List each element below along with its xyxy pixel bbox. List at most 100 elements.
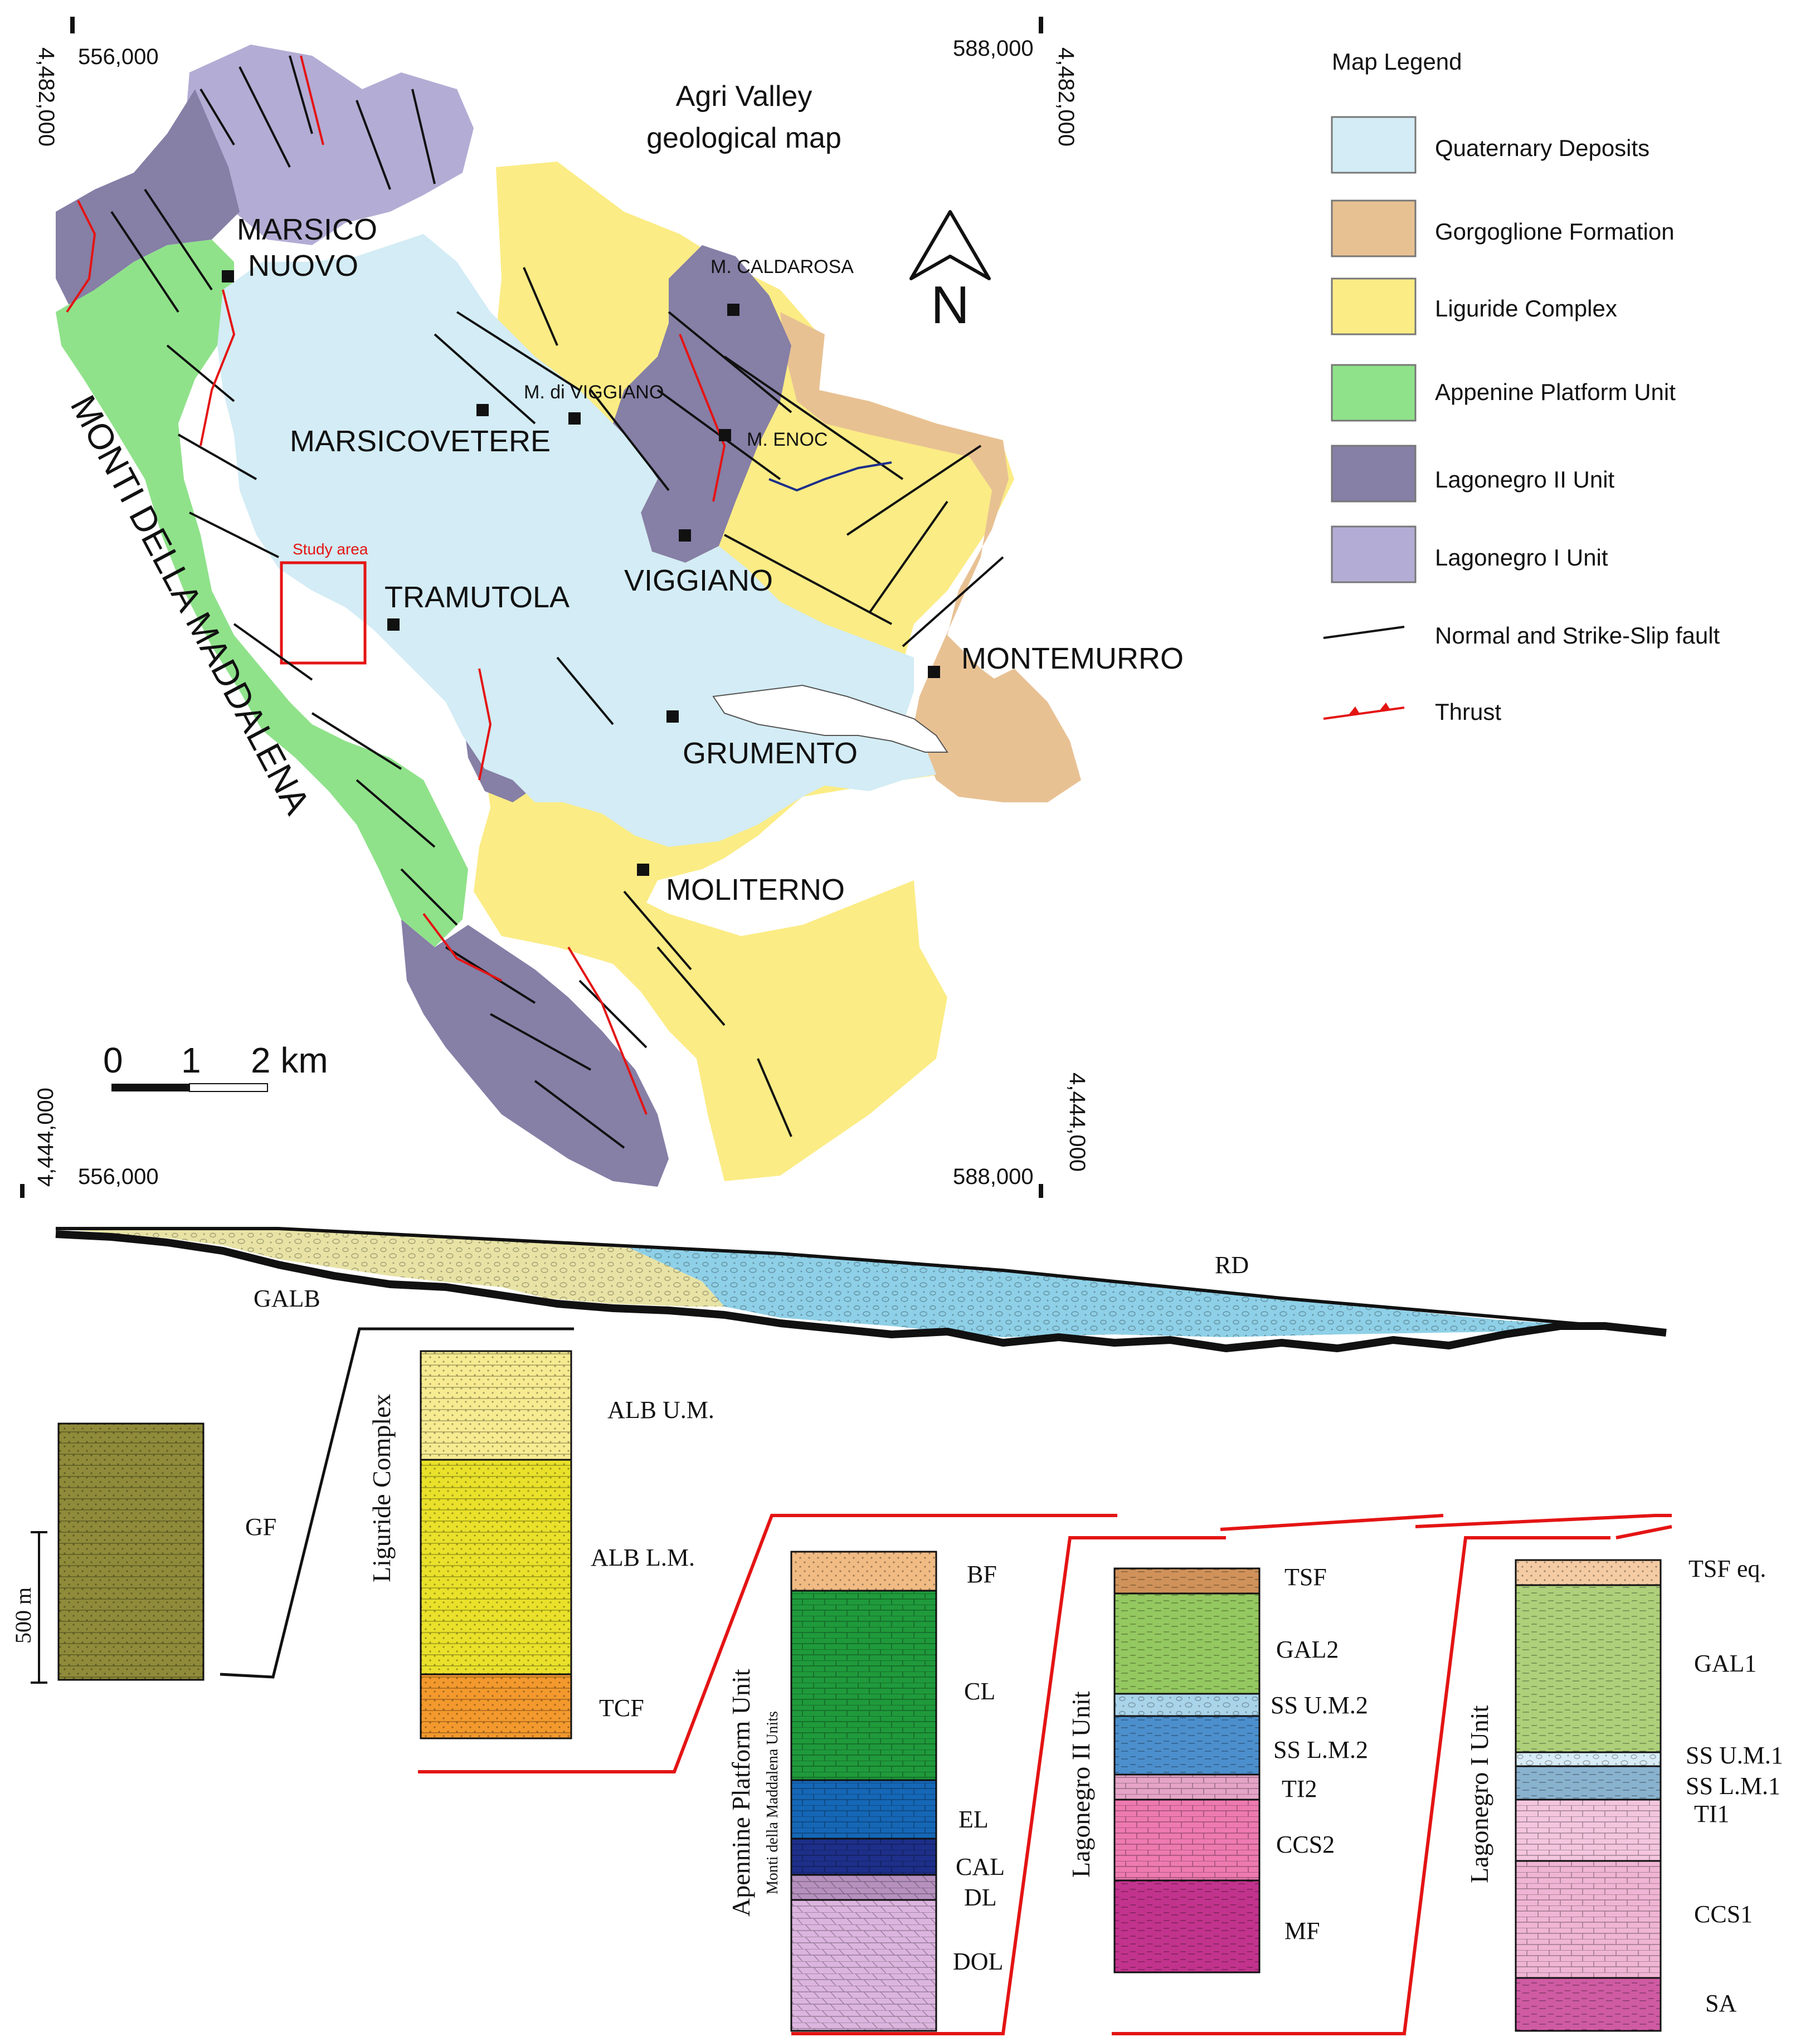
legend-label-lagonegro-i: Lagonegro I Unit [1435, 544, 1608, 571]
legend-label-gorgoglione: Gorgoglione Formation [1435, 218, 1675, 245]
cl-label: CL [964, 1678, 995, 1705]
lagonegro-ii-area [613, 245, 791, 563]
ti1-label: TI1 [1694, 1800, 1730, 1827]
legend-label-lagonegro-ii: Lagonegro II Unit [1435, 466, 1615, 493]
scale-500m: 500 m [11, 1531, 47, 1684]
legend-swatch-appenine [1331, 364, 1417, 422]
scale-tick-0: 0 [103, 1040, 123, 1080]
surface-deposits: GALB RD [55, 1227, 1667, 1352]
coord-tl-northing: 4,482,000 [34, 47, 59, 147]
el-label: EL [958, 1806, 989, 1833]
scale-bar: 0 1 2 km [103, 1040, 328, 1092]
coord-br-northing: 4,444,000 [1065, 1073, 1089, 1172]
gal2-label: GAL2 [1276, 1636, 1339, 1663]
column-thrusts [418, 1514, 1672, 2035]
lagonegro-ii-area [56, 89, 240, 312]
ss-lm1-label: SS L.M.1 [1686, 1772, 1780, 1800]
coord-tr-easting: 588,000 [953, 36, 1034, 61]
sa-label: SA [1705, 1990, 1736, 2017]
fault-lines [110, 55, 1004, 1149]
ss-lm2-label: SS L.M.2 [1273, 1736, 1368, 1763]
bedrock-contact [55, 1230, 1667, 1352]
legend-label-thrust: Thrust [1435, 699, 1501, 725]
ti2-label: TI2 [1282, 1775, 1317, 1802]
ccs2-label: CCS2 [1276, 1831, 1335, 1858]
apennine-title: Apennine Platform Unit [727, 1669, 755, 1917]
coordinate-ticks [20, 17, 1043, 1198]
dl-label: DL [964, 1884, 997, 1911]
place-viggiano: VIGGIANO [624, 564, 773, 597]
place-m-caldarosa: M. CALDAROSA [711, 256, 854, 277]
place-marsicovetere: MARSICOVETERE [290, 425, 551, 458]
place-grumento: GRUMENTO [683, 737, 858, 770]
coord-bl-northing: 4,444,000 [33, 1088, 58, 1187]
map-title-line1: Agri Valley [676, 80, 812, 113]
rd-label: RD [1215, 1251, 1249, 1279]
lagonegro-i-area [184, 45, 474, 245]
lagonegro-i-column: Lagonegro I Unit TSF eq. GAL1 SS U.M.1 S… [1465, 1555, 1783, 2032]
gf-column: GF [57, 1422, 276, 1681]
bf-label: BF [967, 1561, 997, 1588]
ss-um2-label: SS U.M.2 [1271, 1692, 1368, 1719]
legend-title: Map Legend [1332, 48, 1462, 75]
legend-swatch-quaternary [1331, 116, 1417, 174]
lake-area [712, 684, 948, 753]
lagonegro-i-title: Lagonegro I Unit [1465, 1705, 1493, 1883]
rd-deposit-pattern [630, 1248, 1605, 1337]
place-tramutola: TRAMUTOLA [385, 581, 570, 614]
legend-swatch-lagonegro-ii [1331, 445, 1417, 503]
north-arrow-icon [909, 210, 991, 280]
lagonegro-ii-column: Lagonegro II Unit TSF GAL2 SS U.M.2 SS L… [1067, 1563, 1368, 1973]
thrust-lines [66, 55, 726, 1115]
alb-lm-label: ALB L.M. [591, 1544, 695, 1571]
gal1-label: GAL1 [1694, 1650, 1756, 1677]
appenine-platform-area [56, 240, 468, 947]
map-title-line2: geological map [646, 122, 841, 154]
mf-label: MF [1284, 1917, 1320, 1944]
liguride-column: Liguride Complex ALB U.M. ALB L.M. TCF [367, 1350, 714, 1739]
tsf-eq-label: TSF eq. [1688, 1555, 1766, 1582]
legend-swatch-gorgoglione [1331, 199, 1417, 257]
geologic-map: Study area [20, 17, 1184, 1198]
apennine-column: Apennine Platform Unit Monti della Madda… [727, 1551, 1005, 2032]
study-area-label: Study area [293, 540, 368, 558]
alb-um-label: ALB U.M. [607, 1396, 714, 1424]
place-marsico: MARSICO [237, 213, 377, 246]
gorgoglione-formation-area [925, 669, 1081, 802]
legend-label-quaternary: Quaternary Deposits [1435, 135, 1649, 161]
scale-tick-1: 1 [181, 1040, 201, 1080]
place-moliterno: MOLITERNO [666, 873, 845, 907]
place-nuovo: NUOVO [248, 249, 358, 282]
scale-tick-2: 2 km [251, 1040, 328, 1080]
legend-swatch-liguride [1331, 277, 1417, 335]
tsf-label: TSF [1284, 1563, 1327, 1591]
north-arrow: N [909, 210, 991, 335]
legend-label-fault: Normal and Strike-Slip fault [1435, 622, 1720, 649]
ccs1-label: CCS1 [1694, 1900, 1753, 1928]
place-m-di-viggiano: M. di VIGGIANO [524, 382, 664, 403]
cal-label: CAL [956, 1853, 1005, 1880]
coord-tr-northing: 4,482,000 [1054, 47, 1078, 147]
tcf-label: TCF [599, 1694, 644, 1722]
galb-label: GALB [254, 1285, 320, 1312]
dol-label: DOL [953, 1948, 1003, 1975]
legend-label-appenine: Appenine Platform Unit [1435, 379, 1676, 405]
liguride-title: Liguride Complex [367, 1393, 396, 1582]
study-area-box [280, 561, 367, 665]
topographic-surface [56, 1227, 1605, 1328]
gf-label: GF [245, 1513, 276, 1541]
galb-deposit-pattern [56, 1229, 724, 1307]
legend-thrust-icon [1323, 703, 1405, 720]
coord-tl-easting: 556,000 [78, 45, 159, 69]
lagonegro-ii-area [401, 919, 669, 1187]
place-m-enoc: M. ENOC [747, 429, 828, 450]
map-legend: Map Legend Quaternary Deposits Gorgoglio… [1323, 48, 1720, 725]
coord-bl-easting: 556,000 [78, 1164, 159, 1189]
coord-br-easting: 588,000 [953, 1164, 1034, 1189]
north-label: N [931, 275, 969, 335]
lagonegro-ii-title: Lagonegro II Unit [1067, 1691, 1095, 1878]
legend-label-liguride: Liguride Complex [1435, 295, 1617, 321]
ss-um1-label: SS U.M.1 [1686, 1742, 1783, 1769]
gf-liguride-connector [220, 1327, 574, 1679]
